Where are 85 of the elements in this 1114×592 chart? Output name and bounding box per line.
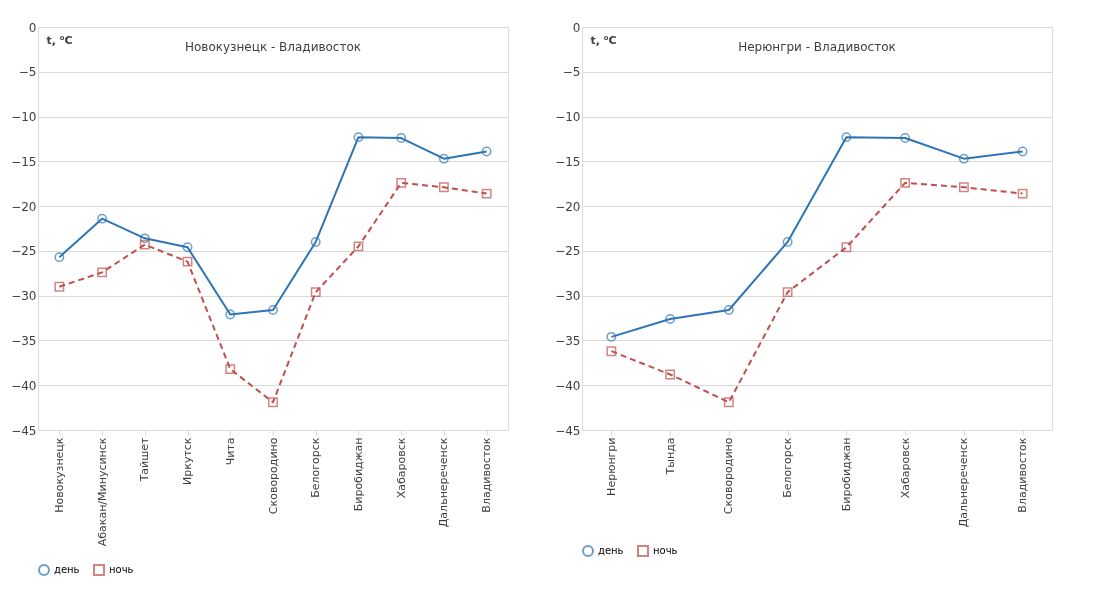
point: [396, 133, 407, 143]
point: [268, 397, 278, 408]
y-tick-label: −35: [11, 333, 37, 348]
text: Новокузнецк - Владивосток: [184, 40, 362, 54]
point: [438, 182, 449, 193]
y-tick-label: −30: [555, 289, 581, 304]
y-tick-label: −15: [11, 154, 37, 169]
point: [1017, 188, 1028, 199]
point: [606, 346, 617, 357]
point: [225, 364, 236, 375]
y-tick-label: −40: [11, 378, 37, 393]
y-tick-label: −30: [11, 289, 37, 304]
x-tick-label: Дальнереченск: [437, 437, 451, 528]
legend-label: ночь: [109, 564, 134, 575]
point: [182, 242, 193, 253]
y-tick-label: −10: [555, 110, 581, 125]
x-tick-label: Чита: [223, 437, 237, 466]
point: [606, 331, 617, 342]
y-tick-label: −20: [11, 199, 37, 214]
point: [481, 188, 492, 199]
point: [900, 133, 911, 143]
x-tick-label: Биробиджан: [351, 437, 365, 512]
point: [665, 369, 676, 380]
x-tick-label: Сковородино: [266, 437, 280, 515]
y-tick-label: −25: [11, 244, 37, 259]
x-tick-label: Тайшет: [138, 436, 152, 483]
point: [723, 305, 734, 315]
x-tick-label: Новокузнецк: [52, 437, 66, 513]
point: [723, 397, 734, 408]
y-tick-label: −5: [562, 65, 581, 80]
y-tick-label: −35: [555, 333, 581, 348]
point: [782, 237, 793, 247]
point: [225, 309, 236, 320]
point: [139, 239, 150, 250]
point: [97, 213, 108, 224]
point: [900, 177, 911, 188]
x-tick-label: Сковородино: [722, 437, 736, 515]
point: [353, 132, 364, 143]
point: [1017, 146, 1028, 157]
y-tick-label: −45: [555, 423, 581, 438]
point: [396, 177, 407, 188]
x-tick-label: Белогорск: [309, 437, 323, 498]
x-tick-label: Абакан/Минусинск: [95, 437, 109, 547]
point: [353, 241, 364, 252]
point: [310, 287, 321, 298]
legend-label: день: [598, 545, 624, 556]
y-tick-label: −40: [555, 378, 581, 393]
point: [665, 314, 676, 324]
y-tick-label: −15: [555, 154, 581, 169]
point: [182, 256, 193, 267]
point: [438, 153, 449, 164]
y-axis-title: t, ⁰C: [590, 33, 617, 47]
x-tick-label: Владивосток: [1016, 437, 1030, 513]
point: [139, 233, 150, 244]
legend-label: день: [54, 564, 80, 575]
point: [97, 267, 108, 278]
point: [268, 305, 278, 315]
text: Нерюнгри - Владивосток: [738, 40, 896, 54]
y-tick-label: 0: [572, 20, 581, 35]
x-tick-label: Тында: [663, 437, 677, 476]
y-tick-label: −20: [555, 199, 581, 214]
x-tick-label: Хабаровск: [394, 437, 408, 499]
point: [782, 287, 793, 298]
x-tick-label: Дальнереченск: [957, 437, 971, 528]
y-tick-label: −10: [11, 110, 37, 125]
x-tick-label: Хабаровск: [898, 437, 912, 499]
x-tick-label: Биробиджан: [839, 437, 853, 512]
point: [54, 252, 65, 263]
x-tick-label: Белогорск: [781, 437, 795, 498]
legend-label: ночь: [653, 545, 678, 556]
y-tick-label: −25: [555, 244, 581, 259]
x-tick-label: Иркутск: [181, 437, 195, 485]
point: [310, 237, 321, 247]
point: [841, 132, 852, 143]
x-tick-label: Нерюнгри: [604, 437, 618, 496]
point: [841, 242, 852, 253]
y-axis-title: t, ⁰C: [46, 33, 73, 47]
point: [481, 146, 492, 157]
point: [958, 153, 969, 164]
y-tick-label: −45: [11, 423, 37, 438]
point: [958, 182, 969, 193]
y-tick-label: −5: [18, 65, 37, 80]
x-tick-label: Владивосток: [480, 437, 494, 513]
point: [54, 281, 65, 292]
y-tick-label: 0: [28, 20, 37, 35]
